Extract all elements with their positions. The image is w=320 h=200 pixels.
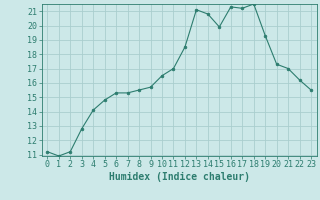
X-axis label: Humidex (Indice chaleur): Humidex (Indice chaleur): [109, 172, 250, 182]
